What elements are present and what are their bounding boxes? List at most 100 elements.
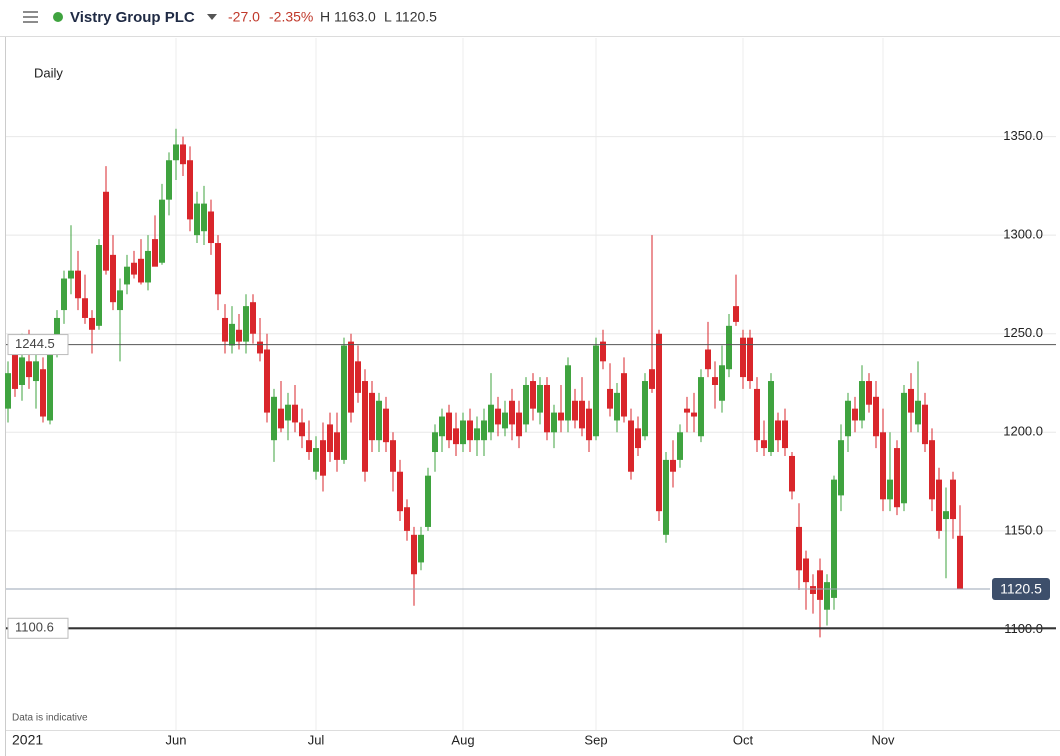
x-tick-label: Jul: [308, 732, 325, 747]
candle-body: [530, 381, 536, 409]
candle-body: [537, 384, 543, 413]
candle-body: [831, 479, 837, 598]
instrument-title[interactable]: Vistry Group PLC: [70, 9, 195, 26]
candle-body: [243, 306, 249, 342]
candle-body: [397, 471, 403, 512]
candle-body: [586, 408, 592, 441]
price-line-label: 1100.6: [15, 620, 54, 635]
dropdown-arrow[interactable]: [207, 14, 217, 20]
candle-body: [768, 381, 774, 453]
candle-body: [887, 479, 893, 500]
candle-body: [922, 404, 928, 445]
candle-body: [110, 254, 116, 303]
candle-body: [33, 361, 39, 382]
candle-body: [775, 420, 781, 441]
candle-body: [222, 317, 228, 342]
candle-body: [236, 329, 242, 342]
candle-body: [740, 337, 746, 378]
candle-body: [40, 369, 46, 417]
price-line-label: 1244.5: [15, 336, 55, 351]
candle-body: [726, 325, 732, 370]
last-price-label: 1120.5: [1000, 581, 1042, 597]
price-line-label-box: [7, 617, 69, 639]
candle-body: [957, 535, 963, 590]
candle-body: [453, 428, 459, 445]
x-tick-label: Sep: [584, 732, 607, 747]
candle-body: [12, 353, 18, 389]
status-dot: [53, 12, 63, 22]
candle-body: [607, 388, 613, 409]
price-line-label-box: [7, 334, 69, 356]
y-tick-label: 1300.0: [1003, 227, 1043, 242]
candle-body: [859, 381, 865, 421]
candle-body: [943, 511, 949, 520]
candle-body: [432, 432, 438, 453]
x-tick-label: Oct: [733, 732, 754, 747]
candle-body: [551, 412, 557, 433]
candle-body: [838, 440, 844, 496]
candle-body: [180, 144, 186, 165]
change-pct: -2.35%: [269, 9, 313, 25]
candle-body: [698, 377, 704, 437]
candle-body: [936, 479, 942, 531]
y-tick-label: 1350.0: [1003, 128, 1043, 143]
interval-label: Daily: [34, 65, 63, 80]
candle-body: [663, 459, 669, 535]
candle-body: [208, 211, 214, 244]
candle-body: [642, 381, 648, 437]
candle-body: [355, 361, 361, 393]
toolbar: [0, 0, 1060, 36]
candle-body: [677, 432, 683, 460]
candle-body: [313, 448, 319, 472]
candle-body: [54, 317, 60, 344]
candle-body: [600, 341, 606, 362]
candle-body: [145, 250, 151, 283]
candle-body: [649, 369, 655, 389]
candle-body: [670, 459, 676, 472]
candle-body: [194, 203, 200, 236]
candle-body: [439, 416, 445, 437]
candle-body: [124, 266, 130, 285]
candle-body: [915, 400, 921, 425]
candle-body: [334, 432, 340, 460]
change: -27.0: [228, 9, 260, 25]
candle-body: [852, 408, 858, 421]
candle-body: [684, 408, 690, 413]
candle-body: [733, 306, 739, 322]
candle-body: [187, 160, 193, 220]
candle-body: [656, 333, 662, 512]
y-tick-label: 1150.0: [1004, 522, 1043, 537]
candle-body: [61, 278, 67, 311]
candle-body: [579, 400, 585, 429]
candle-body: [306, 440, 312, 453]
candle-body: [866, 381, 872, 405]
candle-body: [929, 440, 935, 500]
candle-body: [803, 558, 809, 583]
candle-body: [845, 400, 851, 437]
y-tick-label: 1250.0: [1003, 325, 1043, 340]
candle-body: [390, 440, 396, 472]
candle-body: [138, 258, 144, 283]
candle-body: [264, 349, 270, 413]
candle-body: [19, 357, 25, 385]
candle-body: [96, 245, 102, 326]
candle-body: [404, 507, 410, 531]
candle-body: [418, 534, 424, 563]
candle-body: [5, 373, 11, 409]
menu-icon[interactable]: [23, 11, 38, 23]
x-tick-label: 2021: [12, 732, 43, 748]
candle-body: [908, 388, 914, 413]
candle-body: [810, 586, 816, 594]
candle-body: [523, 384, 529, 425]
candle-body: [817, 570, 823, 600]
candle-body: [796, 526, 802, 571]
candle-body: [614, 392, 620, 421]
candle-body: [635, 428, 641, 449]
candle-body: [789, 455, 795, 492]
candle-body: [26, 361, 32, 378]
candle-body: [467, 420, 473, 441]
candle-body: [474, 428, 480, 441]
candle-body: [271, 396, 277, 441]
disclaimer: Data is indicative: [12, 713, 88, 724]
candle-body: [250, 302, 256, 334]
